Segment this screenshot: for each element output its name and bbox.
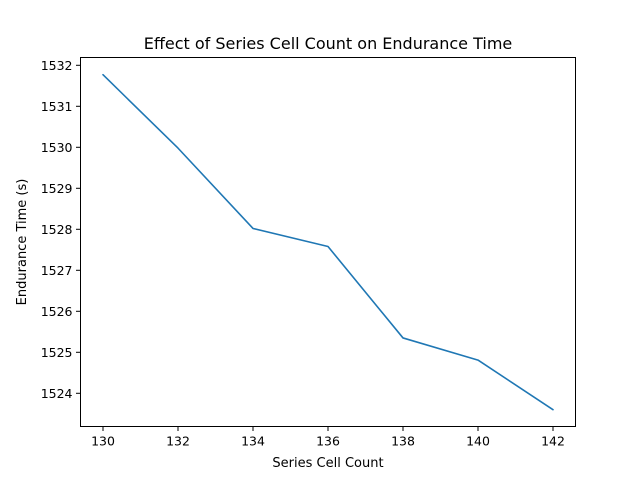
plot-frame [80,57,576,427]
y-tick-label: 1528 [41,222,73,237]
x-axis-label: Series Cell Count [272,456,383,471]
y-tick-label: 1526 [41,304,73,319]
y-axis-label: Endurance Time (s) [15,179,30,306]
series-group [102,73,554,411]
y-tick-label: 1527 [41,263,73,278]
y-tick-label: 1524 [41,386,73,401]
plot-area: 130 132 134 136 138 140 142 152415251526152715… [41,57,576,449]
x-tick-label: 134 [241,434,265,449]
series-line-0 [102,73,554,411]
y-tick-label: 1530 [41,140,73,155]
y-tick-label: 1532 [41,58,73,73]
y-tick-label: 1531 [41,99,73,114]
y-tick-label: 1529 [41,181,73,196]
y-axis: 1524 1525 1526 1527 1528 1529 1530 1531 1532 [41,58,81,401]
x-tick-label: 138 [391,434,415,449]
x-tick-label: 140 [466,434,490,449]
y-tick-label: 1525 [41,345,73,360]
x-tick-label: 130 [91,434,115,449]
x-axis: 130 132 134 136 138 140 142 [91,426,565,449]
chart-title: Effect of Series Cell Count on Endurance… [144,34,513,53]
x-tick-label: 132 [166,434,190,449]
x-tick-label: 136 [316,434,340,449]
x-tick-label: 142 [541,434,565,449]
